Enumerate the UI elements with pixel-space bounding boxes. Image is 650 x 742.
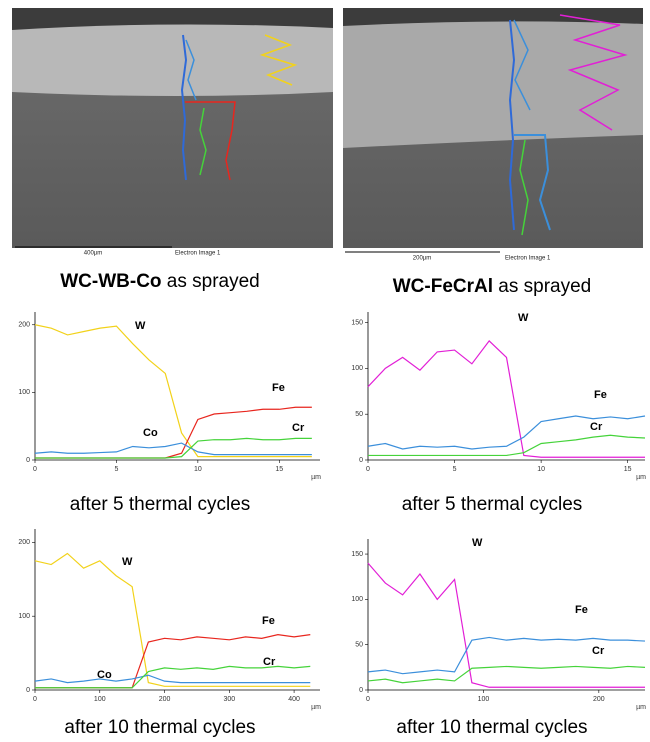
x-unit: µm [636, 704, 646, 711]
y-tick-label: 0 [26, 457, 30, 464]
y-tick-label: 50 [355, 642, 363, 649]
x-tick-label: 0 [33, 696, 37, 703]
x-tick-label: 0 [366, 466, 370, 473]
x-tick-label: 300 [223, 696, 235, 703]
x-unit: µm [636, 474, 646, 481]
x-tick-label: 0 [366, 696, 370, 703]
x-unit: µm [311, 474, 321, 481]
caption-rest: as sprayed [162, 271, 260, 292]
x-tick-label: 400 [288, 696, 300, 703]
line-series [367, 636, 646, 675]
image-label: Electron Image 1 [175, 251, 221, 257]
y-tick-label: 0 [359, 457, 363, 464]
y-tick-label: 150 [351, 319, 363, 326]
caption-bold: WC-FeCrAl [393, 276, 493, 297]
series-label: Cr [592, 645, 605, 657]
caption: after 10 thermal cycles [64, 717, 255, 738]
y-tick-label: 200 [18, 539, 30, 546]
caption: WC-FeCrAl as sprayed [393, 276, 592, 297]
y-tick-label: 200 [18, 322, 30, 329]
line-series [34, 674, 311, 684]
series-label: Fe [272, 382, 285, 394]
line-series [34, 442, 312, 456]
y-tick-label: 100 [351, 596, 363, 603]
line-series [35, 437, 312, 459]
sem-image [12, 8, 333, 248]
line-series [367, 340, 645, 458]
x-tick-label: 200 [159, 696, 171, 703]
series-label: W [472, 537, 483, 549]
series-label: W [122, 556, 133, 568]
series-label: Co [143, 427, 158, 439]
series-label: Cr [292, 422, 305, 434]
y-tick-label: 0 [359, 687, 363, 694]
x-tick-label: 5 [453, 466, 457, 473]
caption: WC-WB-Co as sprayed [60, 271, 260, 292]
x-tick-label: 10 [194, 466, 202, 473]
line-series [35, 406, 312, 459]
line-series [34, 552, 311, 687]
y-tick-label: 50 [355, 411, 363, 418]
x-unit: µm [311, 704, 321, 711]
series-label: Fe [594, 389, 607, 401]
y-tick-label: 100 [18, 389, 30, 396]
y-tick-label: 150 [351, 551, 363, 558]
image-label: Electron Image 1 [505, 256, 551, 262]
x-tick-label: 5 [114, 466, 118, 473]
x-tick-label: 200 [593, 696, 605, 703]
caption-bold: WC-WB-Co [60, 271, 161, 292]
x-tick-label: 100 [478, 696, 490, 703]
scale-label: 400µm [84, 251, 102, 257]
caption: after 10 thermal cycles [396, 717, 587, 738]
caption-rest: as sprayed [493, 276, 591, 297]
caption: after 5 thermal cycles [402, 494, 583, 515]
line-series [367, 562, 645, 688]
series-label: Fe [575, 604, 588, 616]
y-tick-label: 100 [18, 613, 30, 620]
series-label: Fe [262, 615, 275, 627]
x-tick-label: 10 [537, 466, 545, 473]
x-tick-label: 0 [33, 466, 37, 473]
series-label: Cr [590, 421, 603, 433]
y-tick-label: 0 [26, 687, 30, 694]
x-tick-label: 15 [624, 466, 632, 473]
series-label: Co [97, 669, 112, 681]
line-series [367, 415, 646, 450]
line-series [35, 665, 311, 689]
scale-label: 200µm [413, 256, 431, 262]
caption: after 5 thermal cycles [70, 494, 251, 515]
line-series [367, 665, 646, 684]
x-tick-label: 100 [94, 696, 106, 703]
line-series [368, 434, 646, 457]
y-tick-label: 100 [351, 365, 363, 372]
x-tick-label: 15 [275, 466, 283, 473]
line-series [34, 324, 312, 458]
series-label: W [135, 320, 146, 332]
series-label: W [518, 312, 529, 324]
sem-image [343, 8, 643, 248]
series-label: Cr [263, 656, 276, 668]
